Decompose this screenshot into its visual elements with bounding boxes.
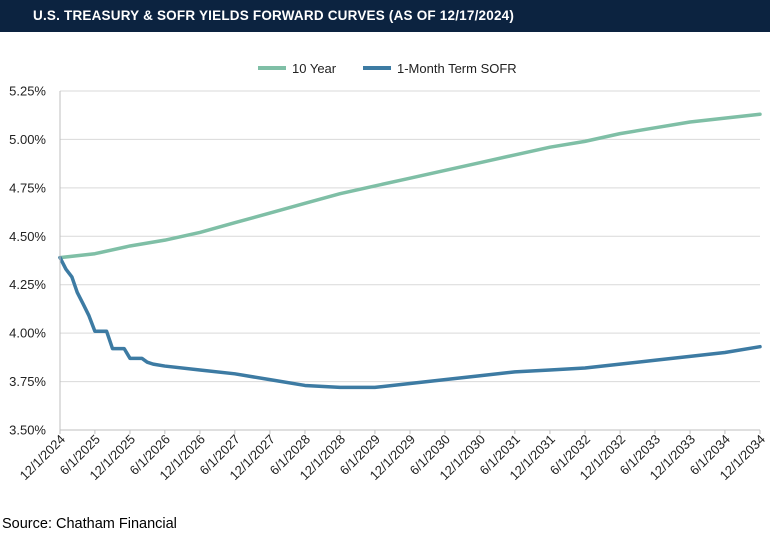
legend-label-sofr: 1-Month Term SOFR: [397, 61, 517, 76]
series-line-1-month-term-sofr: [58, 255, 762, 390]
y-tick-label: 4.50%: [9, 229, 46, 244]
gridlines: [60, 90, 760, 383]
series-line-10-year: [58, 112, 762, 260]
legend: 10 Year 1-Month Term SOFR: [258, 61, 517, 76]
y-axis-labels: 3.50% 3.75% 4.00% 4.25% 4.50% 4.75% 5.00% 5.25%: [9, 84, 46, 438]
source-note: Source: Chatham Financial: [2, 516, 177, 532]
line-chart: 10 Year 1-Month Term SOFR 3.50% 3.75% 4.00…: [9, 61, 768, 484]
y-tick-label: 5.25%: [9, 84, 46, 99]
legend-label-10-year: 10 Year: [292, 61, 337, 76]
y-tick-label: 5.00%: [9, 132, 46, 147]
y-tick-label: 4.25%: [9, 277, 46, 292]
y-tick-label: 4.00%: [9, 326, 46, 341]
y-tick-label: 3.50%: [9, 423, 46, 438]
y-tick-label: 4.75%: [9, 180, 46, 195]
y-tick-label: 3.75%: [9, 374, 46, 389]
series-lines: [58, 112, 762, 390]
chart-title: U.S. TREASURY & SOFR YIELDS FORWARD CURV…: [0, 0, 770, 32]
x-axis-labels: 12/1/20246/1/202512/1/20256/1/202612/1/2…: [17, 430, 768, 484]
x-tick-label: 12/1/2024: [17, 432, 69, 484]
